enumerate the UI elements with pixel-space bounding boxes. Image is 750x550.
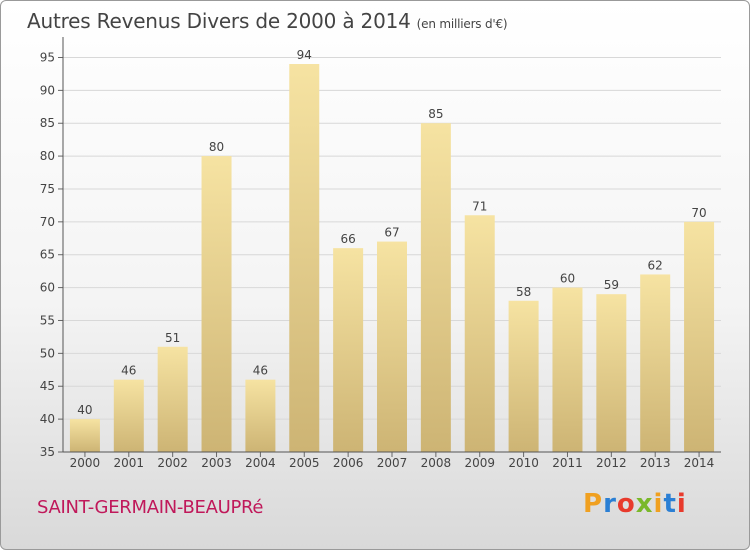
x-tick-label: 2008 (421, 456, 452, 470)
y-tick-label: 50 (40, 346, 55, 360)
y-tick-label: 55 (40, 313, 55, 327)
y-tick-label: 90 (40, 83, 55, 97)
bar (201, 156, 232, 452)
y-tick-label: 60 (40, 281, 55, 295)
x-tick-label: 2001 (114, 456, 145, 470)
chart-title: Autres Revenus Divers de 2000 à 2014 (en … (27, 9, 508, 33)
data-label: 67 (384, 226, 399, 240)
x-tick-label: 2010 (508, 456, 539, 470)
logo-letter: i (676, 489, 687, 519)
chart-subtitle: (en milliers d'€) (416, 17, 508, 31)
commune-name: SAINT-GERMAIN-BEAUPRé (37, 497, 264, 518)
x-tick-label: 2006 (333, 456, 364, 470)
data-label: 94 (297, 48, 312, 62)
bar (69, 419, 100, 452)
bar (377, 241, 407, 452)
x-tick-label: 2013 (640, 456, 671, 470)
x-tick-label: 2000 (70, 456, 101, 470)
bar (113, 379, 144, 452)
data-label: 51 (165, 331, 180, 345)
bar (420, 123, 451, 452)
y-tick-label: 65 (40, 248, 55, 262)
bar (552, 287, 583, 452)
x-tick-label: 2007 (377, 456, 408, 470)
logo-letter: x (635, 489, 654, 519)
y-tick-label: 35 (40, 445, 55, 459)
x-tick-label: 2011 (552, 456, 583, 470)
proxiti-logo: Proxiti (583, 489, 687, 519)
bar (508, 300, 539, 452)
logo-letter: r (603, 489, 617, 519)
bar (289, 64, 320, 453)
data-label: 80 (209, 140, 224, 154)
bar (245, 379, 276, 452)
x-tick-label: 2003 (201, 456, 232, 470)
y-tick-label: 75 (40, 182, 55, 196)
title-text: Autres Revenus Divers de 2000 à 2014 (27, 9, 411, 33)
data-label: 66 (340, 232, 355, 246)
data-label: 59 (604, 278, 619, 292)
data-label: 40 (77, 403, 92, 417)
data-label: 62 (648, 258, 663, 272)
y-tick-label: 40 (40, 412, 55, 426)
logo-letter: t (663, 489, 677, 519)
bar (596, 294, 627, 452)
data-label: 71 (472, 199, 487, 213)
y-tick-label: 45 (40, 379, 55, 393)
x-tick-label: 2012 (596, 456, 627, 470)
y-tick-label: 80 (40, 149, 55, 163)
y-tick-label: 70 (40, 215, 55, 229)
y-tick-label: 85 (40, 116, 55, 130)
data-label: 70 (691, 206, 706, 220)
x-tick-label: 2002 (157, 456, 188, 470)
data-label: 46 (253, 364, 268, 378)
logo-letter: P (583, 489, 604, 519)
bar (640, 274, 671, 452)
data-label: 85 (428, 107, 443, 121)
data-label: 46 (121, 364, 136, 378)
bar (157, 346, 188, 452)
bar (464, 215, 495, 452)
bar (684, 221, 715, 452)
x-tick-label: 2009 (464, 456, 495, 470)
logo-letter: i (653, 489, 664, 519)
x-tick-label: 2004 (245, 456, 276, 470)
x-tick-label: 2014 (684, 456, 715, 470)
x-tick-label: 2005 (289, 456, 320, 470)
logo-letter: o (616, 489, 636, 519)
data-label: 60 (560, 272, 575, 286)
data-label: 58 (516, 285, 531, 299)
bar (333, 248, 364, 452)
y-tick-label: 95 (40, 50, 55, 64)
